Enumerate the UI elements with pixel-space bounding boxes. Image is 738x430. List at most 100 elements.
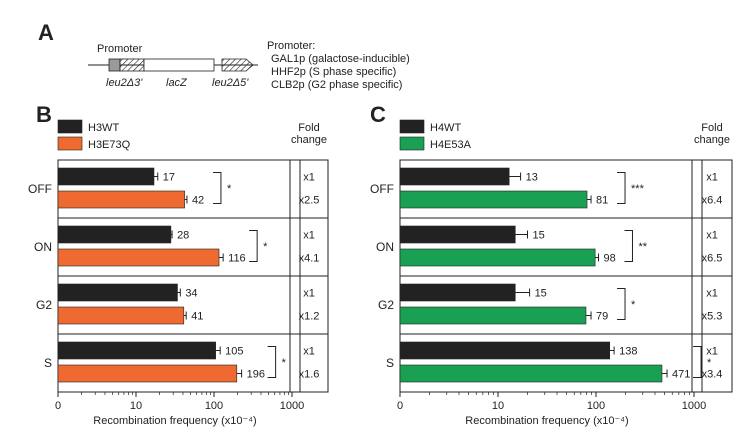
data-label: 28 xyxy=(177,230,189,242)
data-label: 79 xyxy=(596,311,608,323)
x-tick-label: 0 xyxy=(397,400,403,412)
group-label: OFF xyxy=(28,182,52,196)
fold-change-value: x1.6 xyxy=(299,369,320,381)
bar xyxy=(57,283,178,302)
significance-stars: * xyxy=(282,357,287,369)
bar xyxy=(57,167,155,186)
promoter-option: GAL1p (galactose-inducible) xyxy=(271,53,410,65)
part-label-lacz: lacZ xyxy=(166,77,188,89)
significance-bracket xyxy=(249,230,258,262)
fold-change-value: x1 xyxy=(303,172,315,184)
promoter-option: CLB2p (G2 phase specific) xyxy=(271,79,402,91)
bar xyxy=(399,341,611,360)
x-axis-label: Recombination frequency (x10⁻⁴) xyxy=(93,415,256,427)
data-label: 138 xyxy=(619,346,637,358)
bar xyxy=(57,341,216,360)
promoter-heading: Promoter: xyxy=(267,40,315,52)
panel-a-letter: A xyxy=(38,20,54,45)
group-label: ON xyxy=(34,240,52,254)
panel-letter: C xyxy=(370,102,386,127)
fold-change-value: x3.4 xyxy=(702,369,723,381)
promoter-option: HHF2p (S phase specific) xyxy=(271,66,396,78)
group-label: S xyxy=(386,356,394,370)
significance-bracket xyxy=(267,346,277,378)
bar xyxy=(57,364,238,383)
x-axis-label: Recombination frequency (x10⁻⁴) xyxy=(465,415,628,427)
fold-change-value: x5.3 xyxy=(702,311,723,323)
promoter-box xyxy=(108,58,121,72)
data-label: 41 xyxy=(191,311,203,323)
legend-label: H4WT xyxy=(430,122,461,134)
group-label: OFF xyxy=(370,182,394,196)
fold-change-header-word: change xyxy=(291,134,327,146)
panel-a: A Promoter leu2Δ3' lacZ leu2Δ5' Promoter:GAL1… xyxy=(38,20,410,91)
fold-change-header: Fold change xyxy=(291,122,327,146)
bar xyxy=(399,283,516,302)
x-tick-label: 1000 xyxy=(280,400,304,412)
x-tick-label: 100 xyxy=(587,400,605,412)
data-label: 13 xyxy=(526,172,538,184)
fold-change-header-word: Fold xyxy=(701,122,722,134)
fold-change-header: Fold change xyxy=(694,122,730,146)
significance-stars: * xyxy=(707,357,712,369)
significance-bracket xyxy=(617,288,626,320)
fold-change-value: x1 xyxy=(706,346,718,358)
group-label: ON xyxy=(376,240,394,254)
significance-stars: ** xyxy=(638,241,647,253)
x-tick-label: 0 xyxy=(55,400,61,412)
legend-swatch xyxy=(57,119,83,134)
data-label: 471 xyxy=(672,369,690,381)
data-label: 15 xyxy=(533,230,545,242)
bar xyxy=(399,248,596,267)
legend-swatch xyxy=(57,136,83,151)
fold-change-value: x6.5 xyxy=(702,253,723,265)
lacz-box xyxy=(143,58,215,72)
bar xyxy=(57,190,185,209)
data-label: 15 xyxy=(535,288,547,300)
legend-swatch xyxy=(399,119,425,134)
data-label: 105 xyxy=(225,346,243,358)
fold-change-value: x1 xyxy=(706,288,718,300)
part-label-leu2-3: leu2Δ3' xyxy=(106,77,143,89)
bar xyxy=(399,167,510,186)
promoter-label: Promoter xyxy=(97,43,143,55)
bar xyxy=(57,248,220,267)
data-label: 196 xyxy=(247,369,265,381)
data-label: 42 xyxy=(192,195,204,207)
legend-label: H3E73Q xyxy=(88,139,131,151)
fold-change-header-word: change xyxy=(694,134,730,146)
significance-stars: *** xyxy=(631,183,645,195)
group-label: S xyxy=(44,356,52,370)
fold-change-value: x2.5 xyxy=(299,195,320,207)
bar xyxy=(399,306,587,325)
bar xyxy=(57,225,172,244)
fold-change-value: x1.2 xyxy=(299,311,320,323)
fold-change-value: x4.1 xyxy=(299,253,320,265)
data-label: 34 xyxy=(185,288,197,300)
legend-swatch xyxy=(399,136,425,151)
bar xyxy=(399,364,663,383)
x-tick-label: 100 xyxy=(205,400,223,412)
panel-letter: B xyxy=(36,102,52,127)
bar xyxy=(399,190,588,209)
leu2-3-box xyxy=(119,58,145,72)
x-tick-label: 10 xyxy=(130,400,142,412)
fold-change-value: x1 xyxy=(303,288,315,300)
fold-change-value: x6.4 xyxy=(702,195,723,207)
fold-change-value: x1 xyxy=(706,230,718,242)
fold-change-value: x1 xyxy=(706,172,718,184)
bar xyxy=(57,306,185,325)
data-label: 17 xyxy=(163,172,175,184)
x-tick-label: 10 xyxy=(492,400,504,412)
significance-bracket xyxy=(212,172,222,204)
group-label: G2 xyxy=(378,298,394,312)
significance-stars: * xyxy=(263,241,268,253)
significance-bracket xyxy=(624,230,633,262)
data-label: 98 xyxy=(603,253,615,265)
part-label-leu2-5: leu2Δ5' xyxy=(212,77,249,89)
group-label: G2 xyxy=(36,298,52,312)
legend-label: H4E53A xyxy=(430,139,472,151)
fold-change-header-word: Fold xyxy=(298,122,319,134)
